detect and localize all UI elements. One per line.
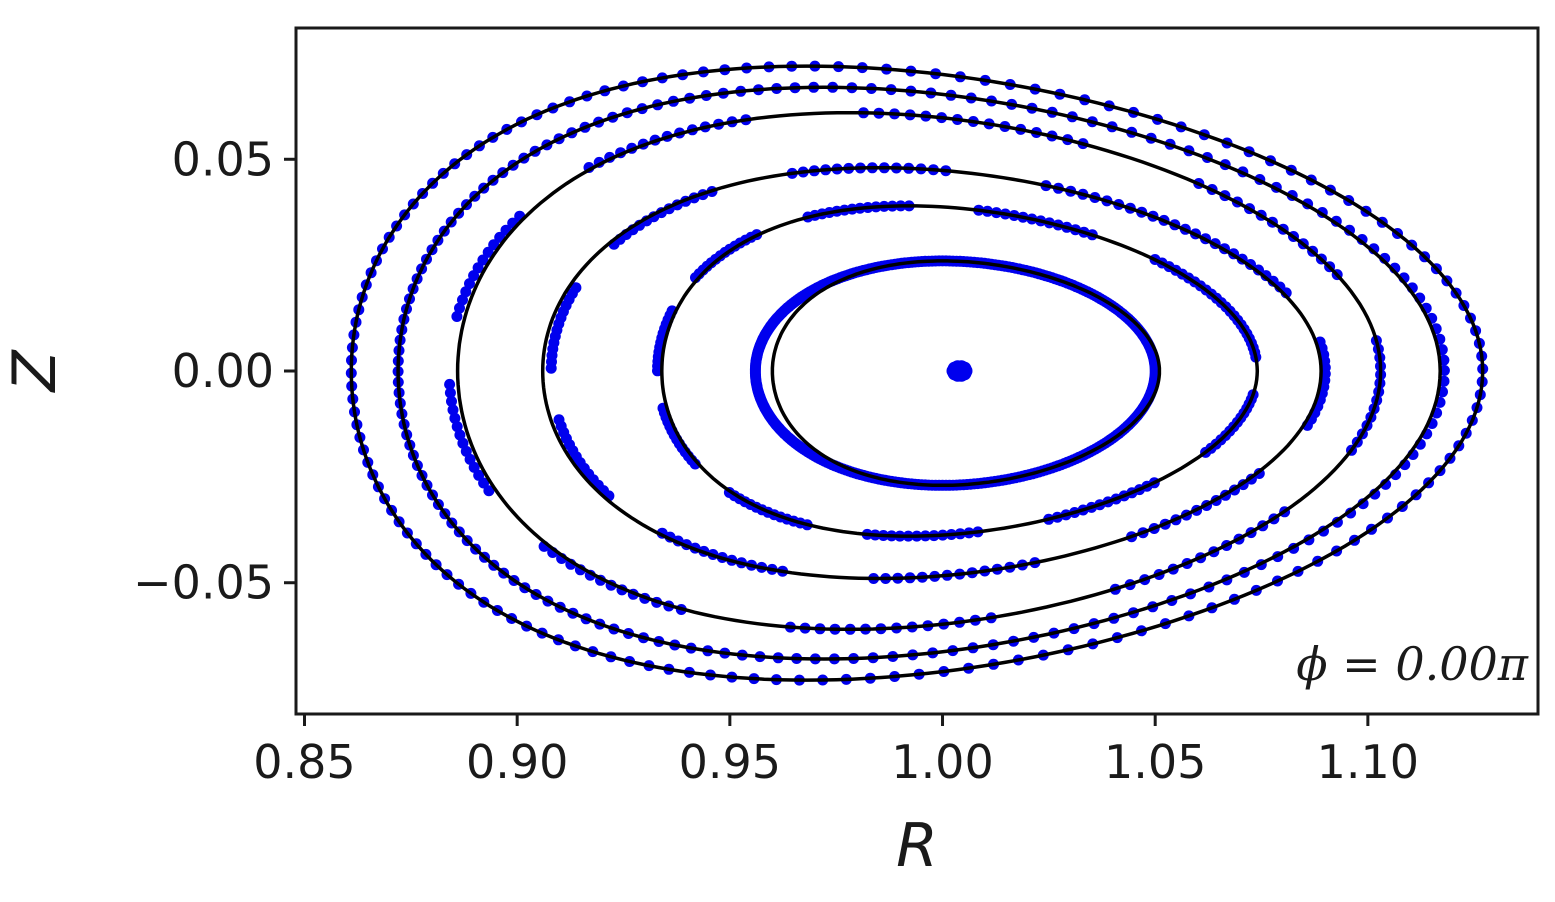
flux-surface-5 [396,85,1442,661]
y-tick-label: 0.00 [172,344,274,398]
poincare-point [545,362,557,374]
x-tick-label: 1.10 [1317,735,1419,789]
poincare-point [451,421,463,433]
y-axis-ticks: 0.05 0.00 −0.05 [133,132,296,610]
poincare-point [447,404,459,416]
x-tick-label: 0.95 [679,735,781,789]
axes-frame [294,26,1540,716]
poincare-point [478,477,490,489]
phi-annotation: ϕ = 0.00π [1296,637,1529,691]
point-series-4 [444,107,1387,635]
x-tick-label: 1.00 [891,735,993,789]
magnetic-axis-points [946,360,973,382]
x-tick-label: 0.85 [253,735,355,789]
point-series-6 [345,60,1489,686]
poincare-point [444,387,456,399]
flux-surface-6 [349,64,1485,682]
flux-surface-4 [455,110,1383,632]
y-axis-label: Z [0,349,70,394]
x-axis-label: R [896,811,938,881]
flux-surface-2 [660,204,1260,538]
flux-surface-curves [349,64,1485,682]
poincare-points [345,60,1489,686]
flux-surface-1 [770,259,1162,488]
poincare-point [454,302,465,314]
poincare-point [449,412,461,424]
flux-surface-3 [540,165,1323,581]
x-tick-label: 0.90 [466,735,568,789]
poincare-point [444,378,456,390]
poincare-point [482,246,494,258]
poincare-point [451,311,463,322]
poincare-point [483,485,495,497]
axis-point [957,361,972,376]
y-tick-label: 0.05 [172,132,274,186]
poincare-point [446,395,457,407]
y-tick-label: −0.05 [133,556,274,610]
x-tick-label: 1.05 [1104,735,1206,789]
x-axis-ticks: 0.85 0.90 0.95 1.00 1.05 1.10 [253,714,1419,789]
